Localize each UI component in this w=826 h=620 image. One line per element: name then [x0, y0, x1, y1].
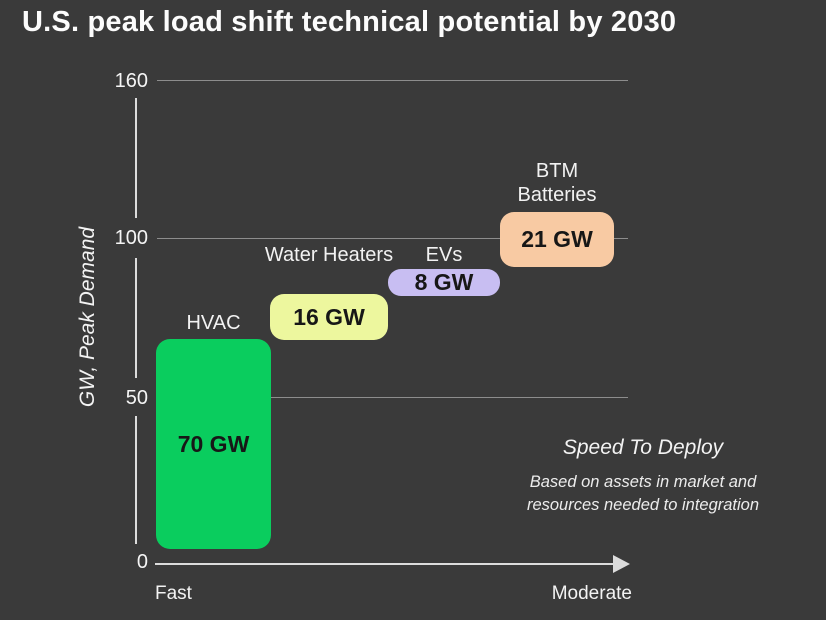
bar-label-evs: EVs	[425, 244, 463, 266]
y-tick-50: 50	[125, 387, 148, 409]
chart-title: U.S. peak load shift technical potential…	[22, 6, 677, 38]
y-tick-160: 160	[114, 70, 148, 92]
y-tick-0: 0	[136, 551, 148, 573]
y-tick-100: 100	[114, 227, 148, 249]
gridline-160	[157, 80, 628, 81]
bar-hvac: 70 GW	[156, 339, 271, 549]
annotation-subtitle-line1: Based on assets in market and	[529, 473, 757, 491]
bar-label-btm-batteries: BTM Batteries	[517, 160, 597, 206]
bar-label-water-heaters: Water Heaters	[264, 244, 394, 266]
bar-evs: 8 GW	[388, 269, 500, 296]
bar-value-hvac: 70 GW	[177, 430, 250, 457]
bar-label-hvac: HVAC	[186, 312, 241, 334]
bar-water-heaters: 16 GW	[270, 294, 388, 340]
y-axis-line-segment	[135, 98, 137, 218]
bar-value-evs: 8 GW	[414, 269, 474, 295]
x-axis-arrow-line	[155, 563, 617, 565]
y-axis-line-segment	[135, 416, 137, 544]
x-axis-arrowhead-icon	[613, 555, 630, 573]
x-axis-label-moderate: Moderate	[551, 583, 632, 604]
bar-btm-batteries: 21 GW	[500, 212, 614, 267]
gridline-50	[157, 397, 628, 398]
gridline-100	[157, 238, 628, 239]
x-axis-label-fast: Fast	[155, 583, 192, 604]
annotation-subtitle: Based on assets in market and resources …	[460, 471, 826, 517]
bar-value-btm-batteries: 21 GW	[521, 226, 593, 252]
annotation-title: Speed To Deploy	[562, 436, 724, 459]
annotation-subtitle-line2: resources needed to integration	[526, 496, 760, 514]
bar-value-water-heaters: 16 GW	[293, 303, 365, 330]
y-axis-line-segment	[135, 258, 137, 378]
